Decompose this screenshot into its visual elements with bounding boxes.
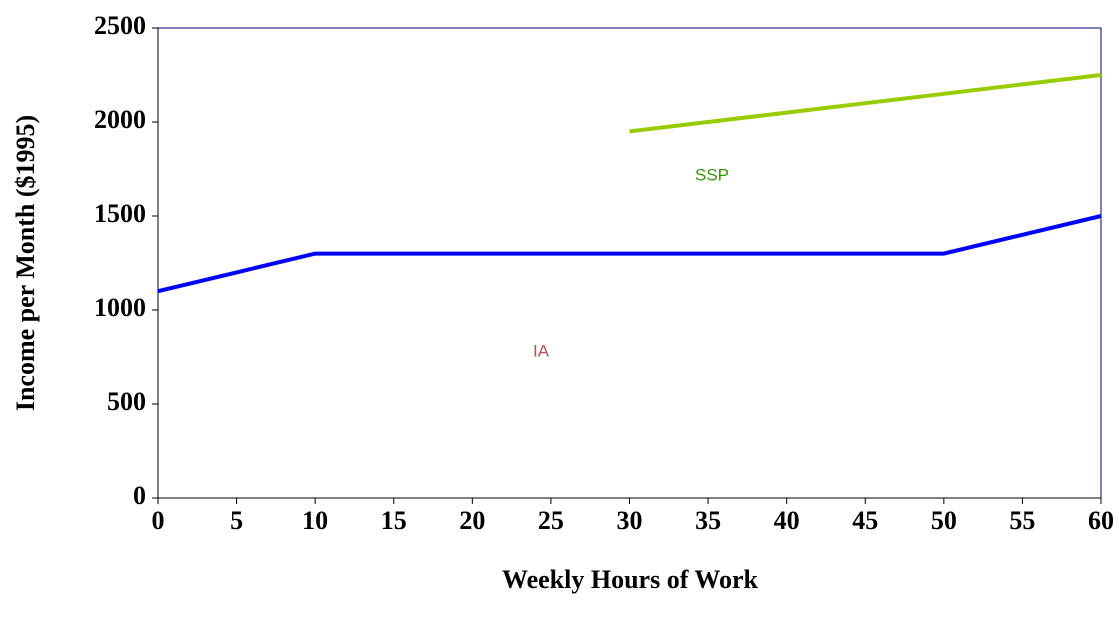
y-tick-label: 1000 xyxy=(94,293,146,322)
x-axis-label: Weekly Hours of Work xyxy=(502,565,758,594)
x-tick-label: 10 xyxy=(302,506,328,535)
x-tick-label: 35 xyxy=(695,506,721,535)
x-tick-label: 55 xyxy=(1009,506,1035,535)
series-line xyxy=(629,73,1102,134)
x-tick-label: 5 xyxy=(230,506,243,535)
x-tick-label: 0 xyxy=(152,506,165,535)
x-tick-label: 20 xyxy=(459,506,485,535)
plot-area xyxy=(157,27,1102,499)
x-tick-label: 30 xyxy=(617,506,643,535)
x-tick-label: 40 xyxy=(774,506,800,535)
y-tick-label: 2500 xyxy=(94,11,146,40)
series-label: SSP xyxy=(695,165,729,184)
y-axis-label: Income per Month ($1995) xyxy=(11,115,40,411)
x-tick-label: 15 xyxy=(381,506,407,535)
series-line xyxy=(157,214,1102,294)
x-tick-label: 60 xyxy=(1088,506,1114,535)
y-tick-label: 1500 xyxy=(94,199,146,228)
x-tick-label: 45 xyxy=(852,506,878,535)
x-tick-label: 25 xyxy=(538,506,564,535)
y-tick-label: 500 xyxy=(107,387,146,416)
y-tick-label: 0 xyxy=(133,481,146,510)
y-tick-label: 2000 xyxy=(94,105,146,134)
series-label: IA xyxy=(533,341,550,360)
x-tick-label: 50 xyxy=(931,506,957,535)
